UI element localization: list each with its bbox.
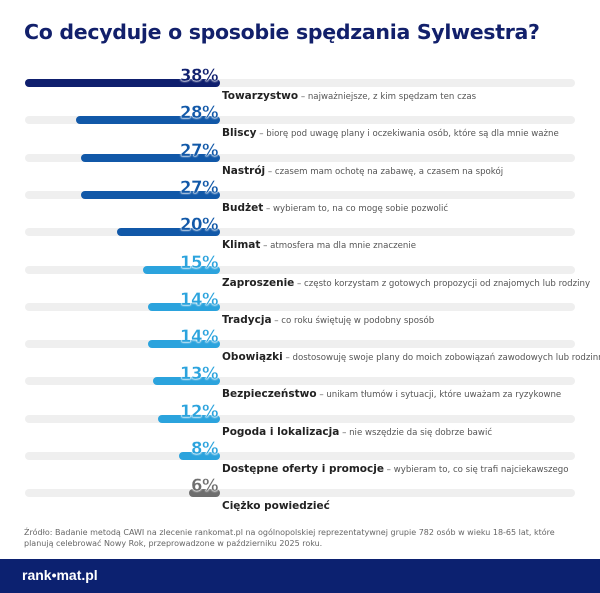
category-description: – często korzystam z gotowych propozycji… xyxy=(294,278,591,289)
data-label: 27% xyxy=(180,177,219,197)
page-title: Co decyduje o sposobie spędzania Sylwest… xyxy=(24,20,540,44)
footer: rank•mat.pl xyxy=(0,559,600,593)
bar xyxy=(143,265,220,274)
category-name: Obowiązki xyxy=(222,351,283,364)
data-label: 8% xyxy=(190,439,219,458)
category-label: Obowiązki – dostosowuję swoje plany do m… xyxy=(222,351,600,363)
category-name: Tradycja xyxy=(222,313,272,326)
category-label: Pogoda i lokalizacja – nie wszędzie da s… xyxy=(222,426,492,438)
bar xyxy=(148,340,220,349)
category-name: Bezpieczeństwo xyxy=(222,388,317,401)
category-label: Klimat – atmosfera ma dla mnie znaczenie xyxy=(222,239,416,251)
category-description: – co roku świętuję w podobny sposób xyxy=(271,315,435,326)
bar-track xyxy=(25,79,575,87)
category-label: Towarzystwo – najważniejsze, z kim spędz… xyxy=(222,90,476,102)
category-name: Towarzystwo xyxy=(222,90,299,102)
bar xyxy=(153,377,220,386)
category-description: – nie wszędzie da się dobrze bawić xyxy=(339,427,493,438)
category-label: Ciężko powiedzieć xyxy=(222,500,330,512)
bar xyxy=(81,153,220,162)
category-label: Tradycja – co roku świętuję w podobny sp… xyxy=(222,314,434,326)
category-label: Zaproszenie – często korzystam z gotowyc… xyxy=(222,277,590,289)
bar-track xyxy=(25,377,575,386)
logo: rank•mat.pl xyxy=(22,567,98,583)
category-name: Dostępne oferty i promocje xyxy=(222,463,384,475)
category-description: – biorę pod uwagę plany i oczekiwania os… xyxy=(256,129,559,140)
category-name: Bliscy xyxy=(222,127,257,140)
bar xyxy=(76,116,220,125)
category-description: – najważniejsze, z kim spędzam ten czas xyxy=(298,92,477,102)
category-description: – atmosfera ma dla mnie znaczenie xyxy=(260,241,417,252)
category-label: Budżet – wybieram to, na co mogę sobie p… xyxy=(222,202,448,214)
data-label: 38% xyxy=(180,66,219,85)
bar-track xyxy=(25,190,575,199)
bar-track xyxy=(25,340,575,349)
data-label: 6% xyxy=(190,476,219,496)
category-name: Klimat xyxy=(222,239,261,252)
bar xyxy=(158,414,220,423)
data-label: 14% xyxy=(180,289,219,309)
source-note: Źródło: Badanie metodą CAWI na zlecenie … xyxy=(24,528,555,548)
category-description: – wybieram to, na co mogę sobie pozwolić xyxy=(263,203,449,214)
bar-chart: 38% Towarzystwo – najważniejsze, z kim sp… xyxy=(25,66,600,512)
data-label: 12% xyxy=(180,401,219,421)
bar xyxy=(117,228,220,237)
bar-track xyxy=(25,302,575,311)
category-name: Nastrój xyxy=(222,164,266,177)
data-label: 28% xyxy=(180,103,219,123)
category-label: Nastrój – czasem mam ochotę na zabawę, a… xyxy=(222,165,503,177)
category-label: Bezpieczeństwo – unikam tłumów i sytuacj… xyxy=(222,388,561,400)
data-label: 20% xyxy=(180,215,219,235)
bar-track xyxy=(25,489,575,498)
data-label: 13% xyxy=(180,364,219,384)
category-description: – czasem mam ochotę na zabawę, a czasem … xyxy=(265,166,504,177)
bar-track xyxy=(25,452,575,460)
bar-track xyxy=(25,228,575,237)
category-description: – unikam tłumów i sytuacji, które uważam… xyxy=(316,390,562,401)
category-name: Pogoda i lokalizacja xyxy=(222,425,340,438)
category-label: Bliscy – biorę pod uwagę plany i oczekiw… xyxy=(222,127,559,139)
category-name: Budżet xyxy=(222,201,264,214)
category-description: – dostosowuję swoje plany do moich zobow… xyxy=(282,353,600,364)
bar-track xyxy=(25,414,575,423)
category-name: Zaproszenie xyxy=(222,276,295,289)
bar-track xyxy=(25,116,575,125)
category-name: Ciężko powiedzieć xyxy=(222,500,330,513)
category-description: – wybieram to, co się trafi najciekawsze… xyxy=(383,465,569,475)
bar-track xyxy=(25,265,575,274)
data-label: 15% xyxy=(180,252,219,272)
bar xyxy=(81,190,220,199)
bar xyxy=(148,302,220,311)
bar xyxy=(178,452,220,460)
bar-track xyxy=(25,153,575,162)
data-label: 27% xyxy=(180,140,219,160)
bar xyxy=(25,79,220,87)
category-label: Dostępne oferty i promocje – wybieram to… xyxy=(222,463,568,475)
bar xyxy=(189,489,220,498)
data-label: 14% xyxy=(180,327,219,347)
